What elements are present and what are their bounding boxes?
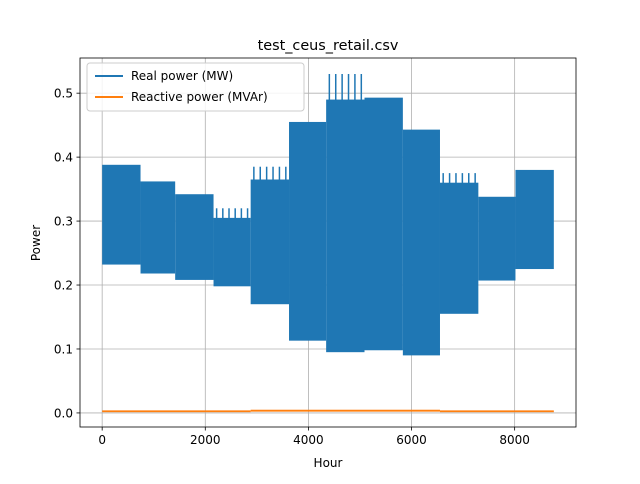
legend-label-real-power: Real power (MW) [131,69,233,83]
series-band [326,99,365,353]
x-axis-label: Hour [314,456,343,470]
series-band [515,169,554,270]
y-axis-ticks: 0.0 0.1 0.2 0.3 0.4 0.5 [54,87,80,420]
series-band [478,196,516,281]
x-axis-ticks: 0 2000 4000 6000 8000 [98,427,530,447]
legend-item-real-power: Real power (MW) [95,69,233,83]
series-real-power-mw [102,73,554,356]
y-tick-label: 0.2 [54,279,73,293]
series-band [175,194,214,280]
series-layer [102,73,554,413]
series-band [289,121,327,341]
series-band [402,129,440,356]
series-band [213,217,251,287]
y-axis-label: Power [29,225,43,261]
series-reactive-power-mvar [102,409,554,413]
x-tick-label: 6000 [396,433,427,447]
legend: Real power (MW) Reactive power (MVAr) [86,62,305,112]
series-band [250,409,440,412]
x-tick-label: 4000 [293,433,324,447]
x-tick-label: 8000 [499,433,530,447]
y-tick-label: 0.5 [54,87,73,101]
y-tick-label: 0.3 [54,215,73,229]
y-tick-label: 0.1 [54,342,73,356]
series-band [140,181,176,274]
y-tick-label: 0.4 [54,151,73,165]
series-band [439,410,554,413]
series-band [364,97,403,351]
series-band [439,182,479,314]
chart-title: test_ceus_retail.csv [258,38,399,54]
series-band [102,164,141,265]
x-tick-label: 0 [98,433,106,447]
axes-frame [79,57,577,428]
legend-label-reactive-power: Reactive power (MVAr) [131,90,268,104]
legend-box [86,62,305,112]
x-tick-label: 2000 [190,433,221,447]
series-band [250,179,290,305]
series-band [102,410,251,413]
y-tick-label: 0.0 [54,406,73,420]
plot-area: 0 2000 4000 6000 8000 0.0 0.1 0.2 0.3 0.4 0.5 [54,57,577,447]
legend-item-reactive-power: Reactive power (MVAr) [95,90,268,104]
